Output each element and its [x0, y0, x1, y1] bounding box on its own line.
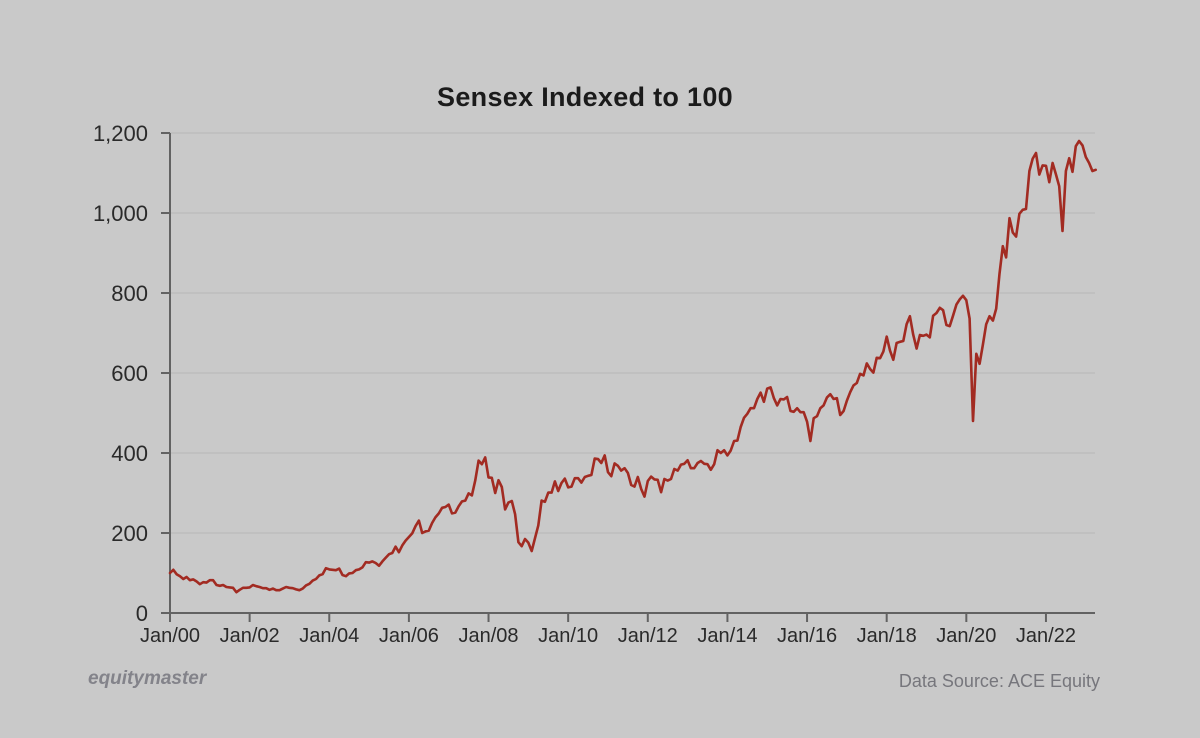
- x-tick-label: Jan/14: [697, 625, 757, 647]
- x-tick-label: Jan/22: [1016, 625, 1076, 647]
- brand-equitymaster: equitymaster: [88, 668, 207, 689]
- data-source-label: Data Source: ACE Equity: [898, 671, 1100, 691]
- y-tick-label: 200: [111, 521, 148, 546]
- x-tick-label: Jan/08: [458, 625, 518, 647]
- x-tick-label: Jan/04: [299, 625, 359, 647]
- x-tick-label: Jan/06: [379, 625, 439, 647]
- x-tick-label: Jan/16: [777, 625, 837, 647]
- y-tick-label: 0: [136, 601, 148, 626]
- y-tick-label: 800: [111, 281, 148, 306]
- x-tick-label: Jan/12: [618, 625, 678, 647]
- x-tick-label: Jan/00: [140, 625, 200, 647]
- y-tick-label: 600: [111, 361, 148, 386]
- y-tick-label: 400: [111, 441, 148, 466]
- series-line: [168, 139, 1097, 594]
- y-tick-label: 1,200: [93, 121, 148, 146]
- x-tick-label: Jan/10: [538, 625, 598, 647]
- x-tick-label: Jan/18: [857, 625, 917, 647]
- chart-title: Sensex Indexed to 100: [437, 82, 733, 112]
- x-tick-label: Jan/02: [220, 625, 280, 647]
- x-tick-label: Jan/20: [936, 625, 996, 647]
- y-tick-label: 1,000: [93, 201, 148, 226]
